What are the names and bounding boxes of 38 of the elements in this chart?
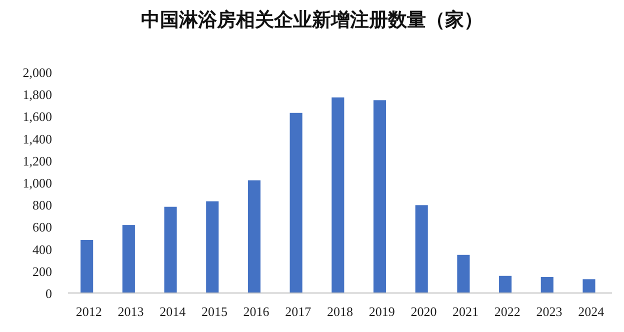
x-tick-label: 2018	[327, 304, 353, 319]
x-tick-label: 2012	[76, 304, 102, 319]
bar	[290, 112, 302, 293]
y-tick-label: 600	[32, 220, 52, 235]
bar	[206, 201, 219, 293]
y-tick-label: 1,000	[22, 176, 52, 190]
y-tick-label: 2,000	[22, 65, 52, 80]
x-tick-label: 2021	[452, 304, 479, 319]
x-tick-label: 2024	[578, 304, 605, 319]
x-tick-label: 2020	[410, 304, 437, 319]
chart-title: 中国淋浴房相关企业新增注册数量（家）	[141, 9, 483, 31]
y-tick-label: 1,600	[22, 109, 52, 124]
x-tick-label: 2014	[160, 304, 186, 319]
x-tick-label: 2023	[536, 304, 562, 319]
bar	[122, 225, 135, 293]
bar	[373, 100, 386, 293]
bar	[164, 206, 177, 293]
bar	[457, 254, 470, 293]
y-tick-label: 800	[32, 198, 52, 213]
y-tick-label: 400	[32, 242, 52, 257]
y-tick-label: 200	[32, 264, 52, 279]
x-tick-label: 2017	[285, 304, 312, 319]
x-tick-label: 2015	[201, 304, 228, 319]
bar	[332, 97, 344, 293]
y-tick-label: 1,800	[22, 87, 52, 102]
x-tick-label: 2013	[118, 304, 144, 319]
bar	[540, 276, 554, 293]
y-tick-label: 1,400	[22, 131, 52, 146]
y-tick-label: 1,200	[22, 153, 52, 168]
x-tick-label: 2022	[494, 304, 520, 319]
bar	[248, 180, 260, 293]
bar	[582, 279, 596, 293]
bar	[415, 205, 428, 293]
bar	[80, 240, 94, 293]
x-tick-label: 2016	[243, 304, 270, 319]
bar	[499, 276, 512, 293]
x-tick-label: 2019	[368, 304, 395, 319]
y-tick-label: 0	[46, 286, 52, 301]
